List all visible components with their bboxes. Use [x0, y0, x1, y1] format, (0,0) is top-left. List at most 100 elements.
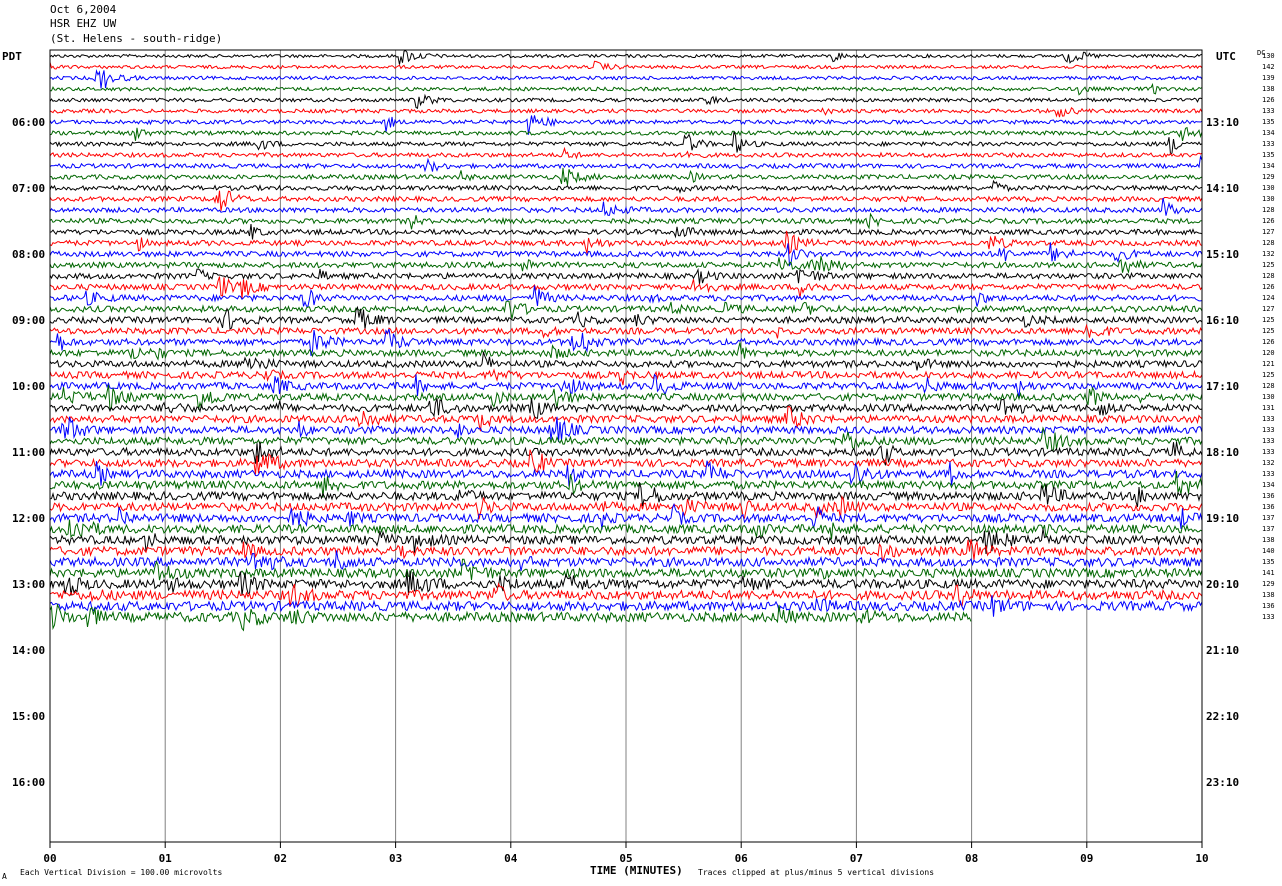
seismic-trace	[49, 60, 1203, 71]
seismic-trace	[49, 570, 1203, 596]
dc-offset-label: 130	[1262, 393, 1275, 401]
seismic-trace	[49, 242, 1203, 267]
seismic-trace	[49, 82, 1203, 96]
seismic-trace	[49, 115, 1203, 135]
dc-offset-label: 133	[1262, 613, 1275, 621]
dc-offset-label: 137	[1262, 514, 1275, 522]
dc-offset-label: 137	[1262, 525, 1275, 533]
pdt-hour-label: 06:00	[12, 116, 46, 129]
utc-hour-label: 22:10	[1206, 710, 1240, 723]
seismic-trace	[49, 519, 1203, 540]
seismic-trace	[49, 351, 1203, 371]
seismic-trace	[49, 167, 1203, 186]
dc-offset-label: 132	[1262, 250, 1275, 258]
seismic-trace	[49, 460, 1203, 487]
dc-offset-label: 128	[1262, 239, 1275, 247]
seismic-trace	[49, 603, 972, 632]
dc-offset-label: 138	[1262, 536, 1275, 544]
seismic-trace	[49, 131, 1203, 156]
seismic-trace	[49, 405, 1203, 432]
seismic-trace	[49, 223, 1203, 240]
x-tick-label: 09	[1080, 852, 1094, 865]
dc-offset-label: 142	[1262, 63, 1275, 71]
x-tick-label: 10	[1195, 852, 1209, 865]
dc-offset-label: 141	[1262, 569, 1275, 577]
seismic-trace	[49, 398, 1203, 419]
dc-offset-label: 127	[1262, 228, 1275, 236]
dc-offset-label: 126	[1262, 338, 1275, 346]
utc-hour-label: 13:10	[1206, 116, 1240, 129]
dc-offset-label: 121	[1262, 360, 1275, 368]
seismic-trace	[49, 179, 1203, 194]
dc-offset-label: 130	[1262, 195, 1275, 203]
seismic-trace	[49, 582, 1203, 608]
seismic-trace	[49, 449, 1203, 475]
pdt-hour-label: 16:00	[12, 776, 46, 789]
dc-offset-label: 138	[1262, 85, 1275, 93]
seismic-trace	[49, 126, 1203, 142]
utc-hour-label: 15:10	[1206, 248, 1240, 261]
dc-offset-label: 125	[1262, 371, 1275, 379]
x-tick-label: 06	[734, 852, 748, 865]
seismic-trace	[49, 384, 1203, 412]
dc-offset-label: 125	[1262, 316, 1275, 324]
dc-offset-label: 133	[1262, 437, 1275, 445]
dc-offset-label: 134	[1262, 481, 1275, 489]
dc-offset-label: 127	[1262, 305, 1275, 313]
pdt-hour-label: 09:00	[12, 314, 46, 327]
seismic-trace	[49, 267, 1203, 285]
seismic-trace	[49, 426, 1203, 452]
seismic-trace	[49, 482, 1203, 507]
seismic-trace	[49, 285, 1203, 307]
seismic-trace	[49, 197, 1203, 217]
dc-offset-label: 135	[1262, 151, 1275, 159]
dc-offset-label: 126	[1262, 96, 1275, 104]
pdt-hour-label: 11:00	[12, 446, 46, 459]
seismic-trace	[49, 68, 1203, 89]
seismic-trace	[49, 550, 1203, 572]
x-tick-label: 03	[388, 852, 403, 865]
utc-hour-label: 18:10	[1206, 446, 1240, 459]
dc-offset-label: 133	[1262, 107, 1275, 115]
x-tick-label: 00	[43, 852, 57, 865]
utc-axis-title: UTC	[1216, 50, 1236, 63]
dc-offset-label: 135	[1262, 118, 1275, 126]
corner-marker: A	[2, 872, 7, 881]
pdt-hour-label: 15:00	[12, 710, 46, 723]
seismic-trace	[49, 368, 1203, 386]
minute-grid	[49, 50, 1203, 842]
utc-hour-label: 16:10	[1206, 314, 1240, 327]
pdt-hour-label: 10:00	[12, 380, 46, 393]
utc-hour-label: 14:10	[1206, 182, 1240, 195]
dc-offset-label: 125	[1262, 327, 1275, 335]
dc-offset-label: 128	[1262, 272, 1275, 280]
x-tick-label: 01	[158, 852, 172, 865]
dc-offset-label: 130	[1262, 184, 1275, 192]
dc-offset-label: 133	[1262, 426, 1275, 434]
seismic-trace	[49, 595, 1203, 617]
trace-group	[49, 49, 1203, 632]
dc-offset-label: 136	[1262, 602, 1275, 610]
dc-offset-label: 132	[1262, 459, 1275, 467]
seismic-trace	[49, 416, 1203, 443]
seismic-trace	[49, 154, 1203, 173]
dc-offset-label: 138	[1262, 591, 1275, 599]
dc-offset-label: 126	[1262, 283, 1275, 291]
pdt-axis-title: PDT	[2, 50, 22, 63]
dc-offset-label: 128	[1262, 206, 1275, 214]
station-code: HSR EHZ UW	[50, 17, 117, 30]
seismic-trace	[49, 441, 1203, 466]
seismic-trace	[49, 230, 1203, 255]
seismic-trace	[49, 328, 1203, 356]
x-tick-label: 07	[849, 852, 864, 865]
pdt-hour-label: 08:00	[12, 248, 46, 261]
dc-offset-label: 133	[1262, 140, 1275, 148]
seismic-trace	[49, 300, 1203, 319]
seismic-trace	[49, 93, 1203, 109]
station-location: (St. Helens - south-ridge)	[50, 32, 223, 45]
utc-hour-label: 20:10	[1206, 578, 1240, 591]
dc-offset-label: 120	[1262, 349, 1275, 357]
seismic-trace	[49, 495, 1203, 520]
dc-offset-label: 134	[1262, 129, 1275, 137]
utc-hour-label: 23:10	[1206, 776, 1240, 789]
